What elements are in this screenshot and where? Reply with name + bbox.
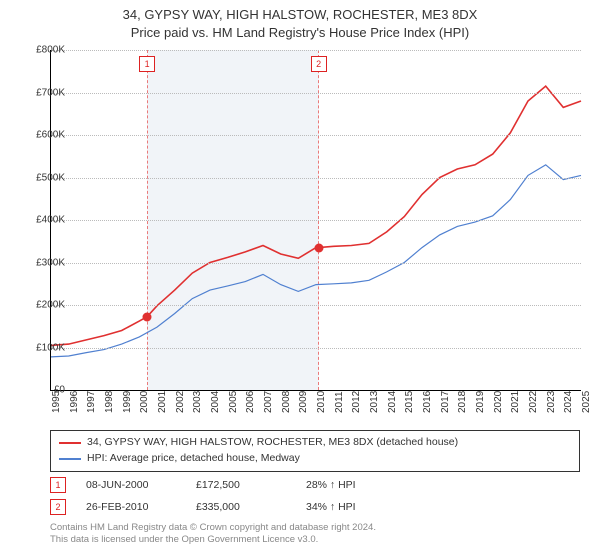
footnote-line1: Contains HM Land Registry data © Crown c… [50,522,580,534]
transaction-marker-icon: 1 [50,477,66,493]
x-axis-label: 2018 [457,391,468,413]
title-line1: 34, GYPSY WAY, HIGH HALSTOW, ROCHESTER, … [0,6,600,24]
x-axis-label: 2015 [404,391,415,413]
gridline [51,50,581,51]
gridline [51,135,581,136]
y-axis-label: £200K [21,300,65,311]
y-axis-label: £700K [21,87,65,98]
gridline [51,263,581,264]
x-axis-label: 2004 [210,391,221,413]
x-axis-label: 2024 [563,391,574,413]
gridline [51,220,581,221]
x-axis-label: 2014 [387,391,398,413]
transaction-row: 1 08-JUN-2000 £172,500 28% ↑ HPI [50,474,580,496]
y-axis-label: £100K [21,342,65,353]
y-axis-label: £600K [21,130,65,141]
y-axis-label: £300K [21,257,65,268]
footnote-line2: This data is licensed under the Open Gov… [50,534,580,546]
transaction-diff: 28% ↑ HPI [306,479,396,491]
x-axis-label: 1997 [86,391,97,413]
x-axis-label: 2008 [281,391,292,413]
x-axis-label: 2002 [175,391,186,413]
data-point [314,243,323,252]
transaction-marker: 1 [139,56,155,72]
x-axis-label: 2020 [493,391,504,413]
x-axis-label: 2019 [475,391,486,413]
gridline [51,305,581,306]
legend-label: HPI: Average price, detached house, Medw… [87,451,300,467]
transaction-marker: 2 [311,56,327,72]
data-point [143,312,152,321]
legend-label: 34, GYPSY WAY, HIGH HALSTOW, ROCHESTER, … [87,435,458,451]
legend-swatch [59,458,81,460]
x-axis-label: 2000 [139,391,150,413]
transaction-date: 26-FEB-2010 [86,501,176,513]
x-axis-label: 2016 [422,391,433,413]
x-axis-label: 2010 [316,391,327,413]
transaction-date: 08-JUN-2000 [86,479,176,491]
x-axis-label: 2021 [510,391,521,413]
transaction-table: 1 08-JUN-2000 £172,500 28% ↑ HPI 2 26-FEB-201… [50,474,580,518]
x-axis-label: 2007 [263,391,274,413]
legend-item: 34, GYPSY WAY, HIGH HALSTOW, ROCHESTER, … [59,435,571,451]
title-line2: Price paid vs. HM Land Registry's House … [0,24,600,42]
x-axis-label: 2017 [440,391,451,413]
x-axis-label: 2012 [351,391,362,413]
series-line [51,165,581,357]
x-axis-label: 2005 [228,391,239,413]
x-axis-label: 1996 [69,391,80,413]
chart-legend: 34, GYPSY WAY, HIGH HALSTOW, ROCHESTER, … [50,430,580,472]
x-axis-label: 2003 [192,391,203,413]
x-axis-label: 2006 [245,391,256,413]
chart-title: 34, GYPSY WAY, HIGH HALSTOW, ROCHESTER, … [0,0,600,41]
x-axis-label: 2001 [157,391,168,413]
transaction-price: £172,500 [196,479,286,491]
x-axis-label: 2009 [298,391,309,413]
x-axis-label: 1998 [104,391,115,413]
legend-item: HPI: Average price, detached house, Medw… [59,451,571,467]
y-axis-label: £800K [21,45,65,56]
transaction-price: £335,000 [196,501,286,513]
x-axis-label: 2013 [369,391,380,413]
transaction-diff: 34% ↑ HPI [306,501,396,513]
series-line [51,86,581,345]
legend-swatch [59,442,81,444]
gridline [51,178,581,179]
x-axis-label: 2023 [546,391,557,413]
y-axis-label: £0 [21,385,65,396]
x-axis-label: 2025 [581,391,592,413]
gridline [51,348,581,349]
x-axis-label: 2022 [528,391,539,413]
chart-plot-area: 1995199619971998199920002001200220032004… [50,50,581,391]
gridline [51,93,581,94]
x-axis-label: 1999 [122,391,133,413]
footnote: Contains HM Land Registry data © Crown c… [50,522,580,547]
y-axis-label: £400K [21,215,65,226]
y-axis-label: £500K [21,172,65,183]
transaction-marker-icon: 2 [50,499,66,515]
transaction-row: 2 26-FEB-2010 £335,000 34% ↑ HPI [50,496,580,518]
x-axis-label: 2011 [334,391,345,413]
